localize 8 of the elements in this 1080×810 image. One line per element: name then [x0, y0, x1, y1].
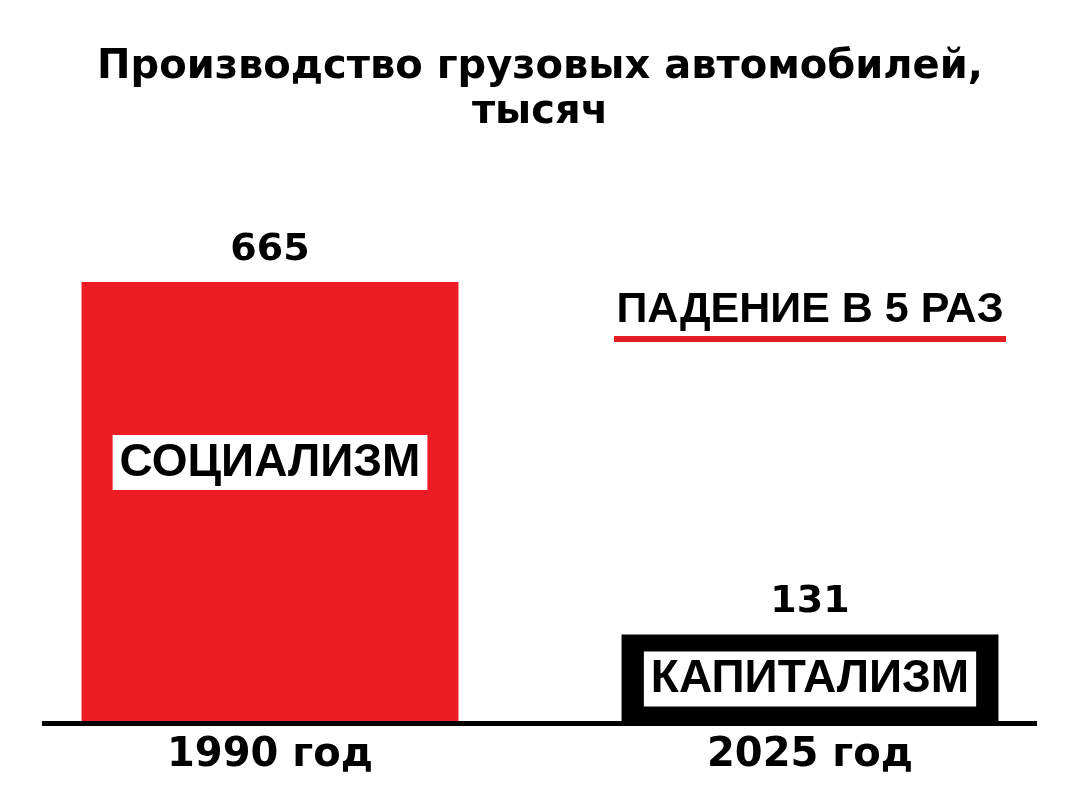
x-tick-label: 2025 год [707, 729, 913, 776]
data-label: 665 [230, 224, 310, 269]
annotation: СОЦИАЛИЗМ [119, 433, 421, 486]
x-tick-label: 1990 год [167, 729, 373, 776]
annotation: КАПИТАЛИЗМ [650, 650, 970, 703]
annotation: ПАДЕНИЕ В 5 РАЗ [616, 282, 1004, 331]
data-label: 131 [770, 577, 850, 622]
chart-title: Производство грузовых автомобилей, тысяч [97, 40, 983, 132]
